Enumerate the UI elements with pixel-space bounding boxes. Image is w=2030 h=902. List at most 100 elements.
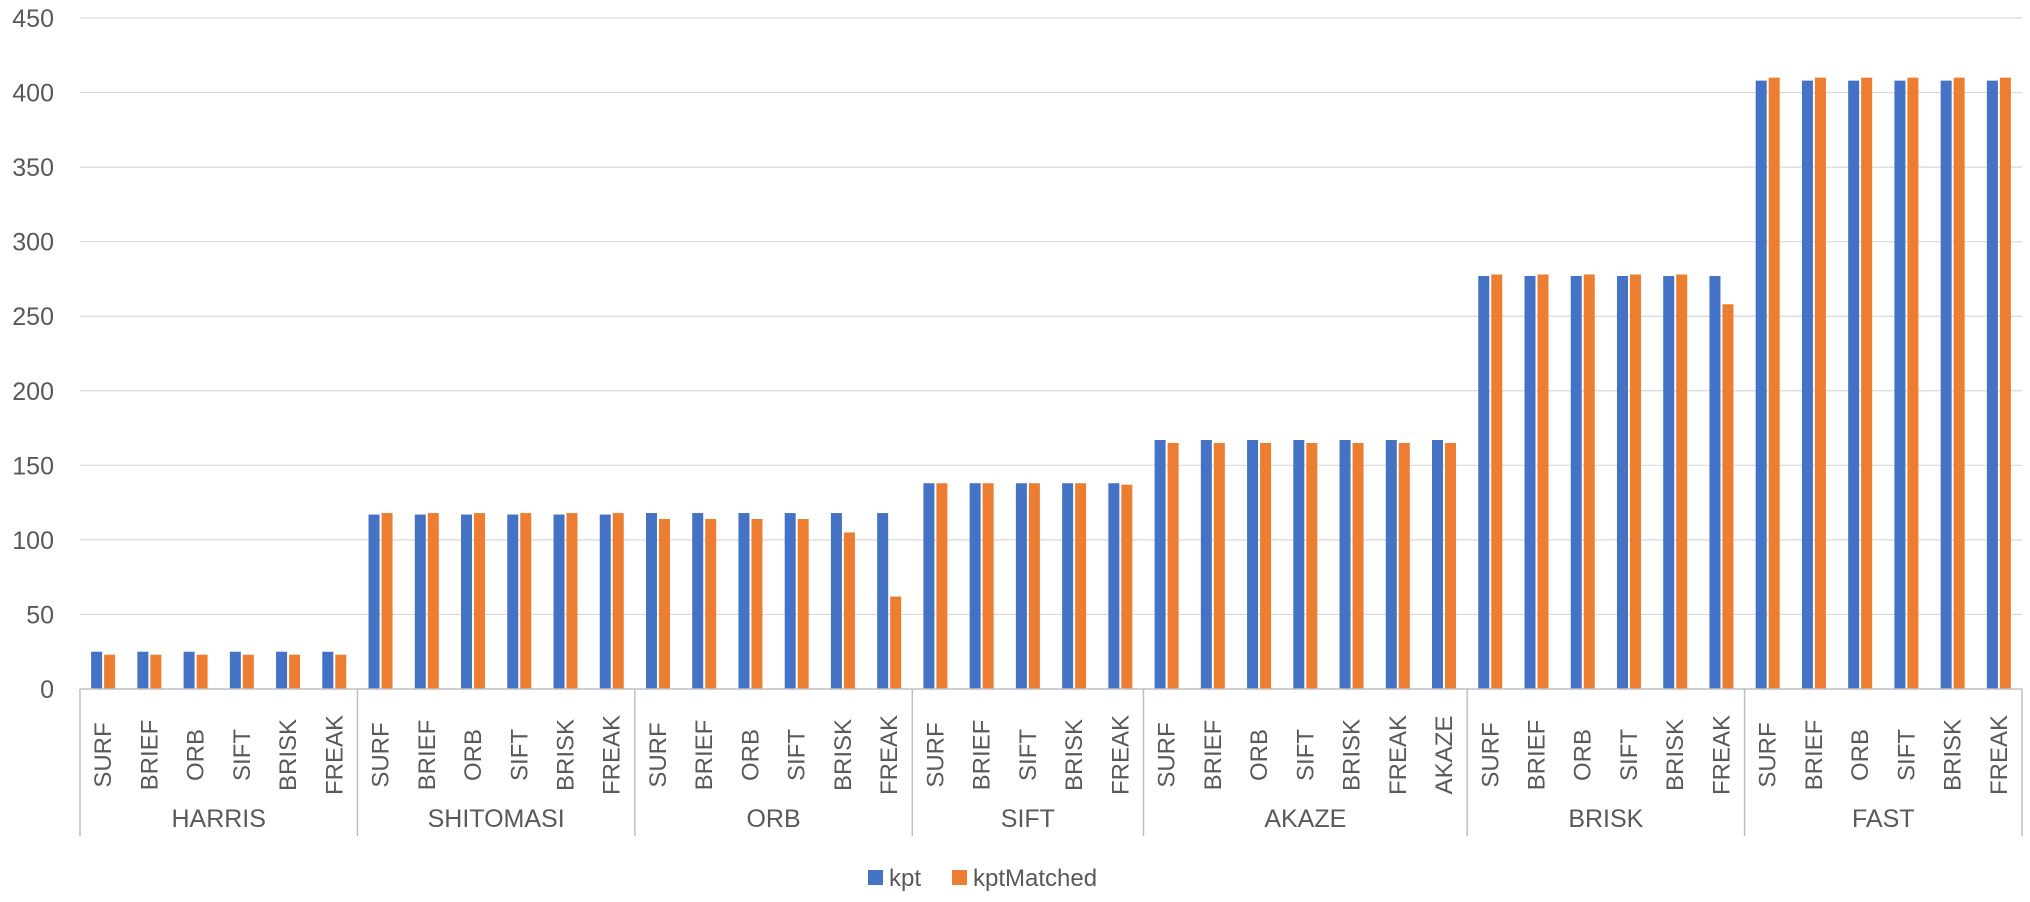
y-tick-label: 100 xyxy=(12,527,54,555)
x-group-label: FAST xyxy=(1852,805,1915,833)
bar-kpt-brisk-brisk xyxy=(1663,275,1675,689)
bar-kpt-harris-sift xyxy=(229,651,241,689)
bar-kpt-sift-surf xyxy=(923,483,935,689)
bar-kptmatched-orb-brisk xyxy=(843,532,855,689)
bar-kptmatched-shitomasi-brief xyxy=(427,513,439,689)
x-category-label: SIFT xyxy=(1292,729,1319,781)
bar-kpt-sift-brisk xyxy=(1062,483,1074,689)
bar-kptmatched-orb-surf xyxy=(658,519,670,689)
x-category-label: BRISK xyxy=(1662,719,1689,791)
bar-kpt-sift-sift xyxy=(1015,483,1027,689)
bar-kptmatched-akaze-brief xyxy=(1213,442,1225,689)
bar-kptmatched-harris-freak xyxy=(335,654,347,689)
bar-kptmatched-orb-brief xyxy=(705,519,717,689)
x-category-label: BRIEF xyxy=(414,720,441,791)
bar-kptmatched-fast-orb xyxy=(1861,77,1873,689)
bar-kptmatched-sift-brisk xyxy=(1075,483,1087,689)
bar-kpt-sift-brief xyxy=(969,483,981,689)
x-category-label: FREAK xyxy=(1986,715,2013,795)
bar-kpt-akaze-freak xyxy=(1385,439,1397,689)
bar-kptmatched-fast-sift xyxy=(1907,77,1919,689)
x-category-label: BRISK xyxy=(830,719,857,791)
bar-kptmatched-brisk-orb xyxy=(1583,274,1595,689)
bar-kptmatched-akaze-akaze xyxy=(1445,442,1457,689)
bar-kptmatched-shitomasi-sift xyxy=(520,513,532,689)
bar-kpt-akaze-brief xyxy=(1200,439,1212,689)
legend-swatch-kptmatched xyxy=(952,870,967,885)
y-tick-label: 400 xyxy=(12,80,54,108)
bar-kptmatched-brisk-freak xyxy=(1722,304,1734,689)
bar-kpt-brisk-freak xyxy=(1709,275,1721,689)
bar-kptmatched-akaze-surf xyxy=(1167,442,1179,689)
bar-kptmatched-harris-brisk xyxy=(289,654,301,689)
x-category-label: BRIEF xyxy=(136,720,163,791)
x-group-label: ORB xyxy=(746,805,800,833)
bar-kptmatched-fast-brief xyxy=(1814,77,1826,689)
y-tick-label: 450 xyxy=(12,5,54,33)
y-tick-label: 300 xyxy=(12,229,54,257)
bar-kpt-harris-orb xyxy=(183,651,195,689)
x-category-label: FREAK xyxy=(1107,715,1134,795)
x-category-label: FREAK xyxy=(599,715,626,795)
bar-kpt-harris-freak xyxy=(322,651,334,689)
bar-kptmatched-harris-surf xyxy=(104,654,116,689)
bar-kpt-akaze-sift xyxy=(1293,439,1305,689)
x-category-label: BRISK xyxy=(553,719,580,791)
bar-kptmatched-akaze-freak xyxy=(1398,442,1410,689)
bar-kpt-orb-brisk xyxy=(830,513,842,689)
x-category-label: SURF xyxy=(1154,722,1181,787)
bar-kptmatched-akaze-brisk xyxy=(1352,442,1364,689)
bar-kpt-brisk-sift xyxy=(1616,275,1628,689)
bar-kpt-brisk-brief xyxy=(1524,275,1536,689)
bar-kptmatched-shitomasi-freak xyxy=(612,513,624,689)
bar-kptmatched-orb-orb xyxy=(751,519,763,689)
gridlines xyxy=(80,17,2022,616)
bar-kptmatched-shitomasi-surf xyxy=(381,513,393,689)
bar-kpt-sift-freak xyxy=(1108,483,1120,689)
bar-kptmatched-harris-orb xyxy=(196,654,208,689)
x-category-label: BRIEF xyxy=(969,720,996,791)
bar-kptmatched-brisk-surf xyxy=(1491,274,1503,689)
legend: kpt kptMatched xyxy=(868,865,1097,892)
x-group-label: BRISK xyxy=(1568,805,1643,833)
x-category-label: SIFT xyxy=(229,729,256,781)
y-tick-label: 0 xyxy=(40,676,54,704)
bar-kptmatched-harris-sift xyxy=(242,654,254,689)
bar-kptmatched-shitomasi-orb xyxy=(474,513,486,689)
bar-kpt-shitomasi-sift xyxy=(507,514,519,689)
legend-swatch-kpt xyxy=(868,870,883,885)
y-tick-label: 150 xyxy=(12,452,54,480)
x-group-label: SIFT xyxy=(1001,805,1055,833)
bar-kpt-akaze-orb xyxy=(1247,439,1259,689)
bar-kpt-shitomasi-brisk xyxy=(553,514,565,689)
bar-kpt-akaze-brisk xyxy=(1339,439,1351,689)
bar-kptmatched-akaze-sift xyxy=(1306,442,1318,689)
y-tick-label: 200 xyxy=(12,378,54,406)
bar-kpt-orb-surf xyxy=(645,513,657,689)
bar-kptmatched-sift-freak xyxy=(1121,484,1133,689)
legend-label-kptmatched: kptMatched xyxy=(973,865,1097,892)
x-category-label: ORB xyxy=(1570,729,1597,781)
x-category-label: FREAK xyxy=(321,715,348,795)
bar-kpt-shitomasi-orb xyxy=(461,514,473,689)
x-category-label: AKAZE xyxy=(1431,716,1458,795)
bars xyxy=(91,77,2011,690)
x-category-label: FREAK xyxy=(1385,715,1412,795)
bar-kptmatched-orb-sift xyxy=(797,519,809,689)
x-category-label: SIFT xyxy=(506,729,533,781)
bar-kptmatched-brisk-brisk xyxy=(1676,274,1688,689)
legend-label-kpt: kpt xyxy=(889,865,921,892)
y-axis-tick-labels: 0 50 100 150 200 250 300 350 400 450 xyxy=(12,5,54,704)
x-category-label: SURF xyxy=(368,722,395,787)
x-group-label: AKAZE xyxy=(1264,805,1346,833)
x-category-label: ORB xyxy=(737,729,764,781)
x-axis: SURF BRIEF ORB SIFT BRISK FREAK SURF BRIEF ORB SI… xyxy=(79,688,2023,836)
bar-kpt-fast-surf xyxy=(1755,80,1767,690)
x-category-label: BRISK xyxy=(275,719,302,791)
bar-kptmatched-sift-sift xyxy=(1028,483,1040,689)
bar-kpt-orb-freak xyxy=(877,513,889,689)
x-category-label: BRIEF xyxy=(1200,720,1227,791)
x-category-label: SIFT xyxy=(784,729,811,781)
x-category-label: FREAK xyxy=(1708,715,1735,795)
x-category-label: ORB xyxy=(1246,729,1273,781)
